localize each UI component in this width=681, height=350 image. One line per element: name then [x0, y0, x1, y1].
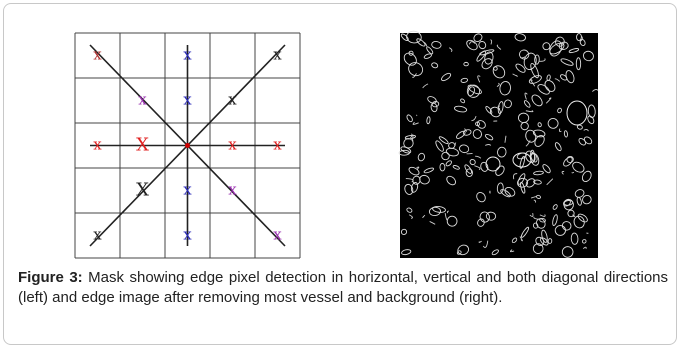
mask-mark: x	[183, 226, 192, 244]
mask-mark: x	[228, 91, 237, 109]
mask-mark: x	[138, 91, 147, 109]
mask-mark: x	[273, 136, 282, 154]
mask-mark: x	[183, 46, 192, 64]
mask-mark: x	[228, 136, 237, 154]
center-point	[185, 143, 190, 148]
mask-mark: x	[183, 181, 192, 199]
edge-image	[400, 33, 598, 258]
mask-mark: X	[136, 180, 149, 201]
mask-mark: x	[93, 226, 102, 244]
mask-mark: x	[273, 226, 282, 244]
caption-label: Figure 3:	[18, 269, 83, 286]
caption-text: Mask showing edge pixel detection in hor…	[18, 269, 668, 306]
mask-mark: X	[136, 135, 149, 156]
mask-mark: x	[93, 136, 102, 154]
mask-mark: x	[273, 46, 282, 64]
mask-mark: x	[228, 181, 237, 199]
caption: Figure 3: Mask showing edge pixel detect…	[18, 268, 668, 308]
mask-mark: x	[93, 46, 102, 64]
mask-mark: x	[183, 91, 192, 109]
